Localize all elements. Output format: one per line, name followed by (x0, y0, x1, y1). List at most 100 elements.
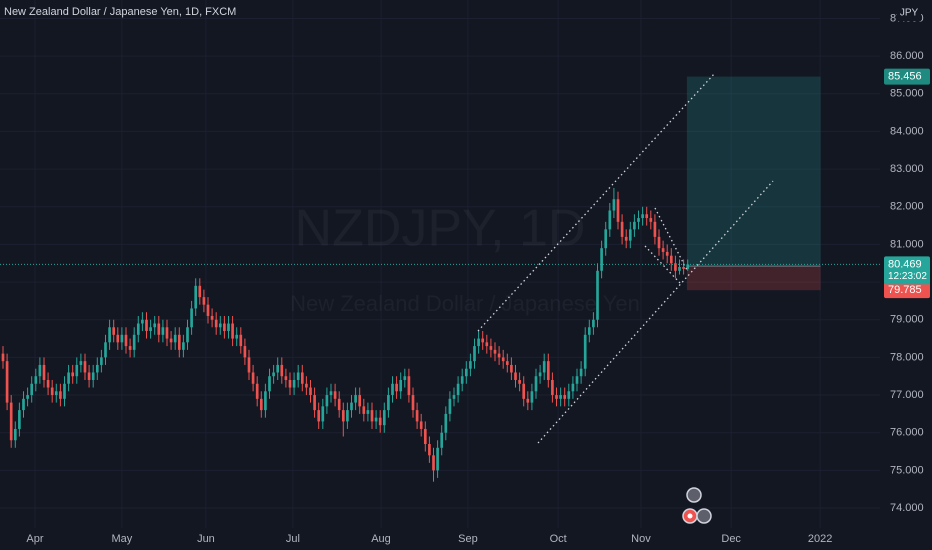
candle-body (309, 387, 312, 396)
candle-body (571, 383, 575, 392)
candle-body (477, 338, 480, 347)
candle-body (350, 402, 353, 411)
x-tick-label: Jul (286, 533, 300, 545)
candle-body (395, 383, 398, 392)
candle-body (358, 395, 362, 407)
candle-body (469, 361, 472, 369)
y-tick-label: 79.000 (890, 314, 924, 326)
candle-body (13, 428, 17, 441)
candle-body (247, 357, 251, 373)
candle-body (136, 323, 140, 335)
x-tick-label: Dec (721, 533, 741, 545)
event-icon[interactable] (686, 487, 702, 503)
event-icon[interactable] (696, 508, 712, 524)
candle-body (485, 342, 489, 347)
candle-body (124, 334, 128, 347)
y-tick-label: 74.000 (890, 502, 924, 514)
candle-body (9, 402, 13, 441)
candle-body (5, 361, 9, 403)
candle-body (563, 395, 567, 399)
candle-body (608, 210, 612, 230)
candle-body (218, 323, 222, 328)
candle-body (633, 221, 636, 230)
candle-body (403, 376, 407, 380)
candle-body (378, 417, 382, 426)
candle-body (473, 346, 476, 362)
x-tick-label: May (112, 533, 133, 545)
price-tag (884, 282, 930, 299)
candle-body (337, 398, 341, 411)
candle-body (231, 323, 234, 339)
chart-title: New Zealand Dollar / Japanese Yen, 1D, F… (4, 6, 236, 18)
candle-body (141, 319, 144, 324)
candle-body (538, 372, 542, 377)
candle-body (542, 361, 546, 373)
candle-body (387, 395, 390, 411)
candle-body (325, 395, 329, 407)
candle-body (71, 372, 75, 377)
candle-body (276, 364, 280, 373)
candle-body (628, 229, 632, 241)
candle-body (600, 248, 603, 271)
candle-body (42, 364, 46, 380)
candle-body (448, 398, 452, 414)
candle-body (169, 338, 173, 343)
candle-body (481, 338, 485, 343)
candle-body (313, 395, 316, 411)
y-tick-label: 85.000 (890, 88, 924, 100)
y-tick-label: 78.000 (890, 351, 924, 363)
candle-body (452, 395, 456, 399)
candle-body (567, 391, 571, 399)
candle-body (497, 353, 501, 358)
candle-body (620, 221, 624, 237)
candle-body (18, 410, 21, 429)
candle-body (583, 334, 587, 369)
candle-body (30, 383, 34, 396)
candle-body (428, 444, 431, 456)
position-tool (686, 76, 821, 291)
candle-body (399, 379, 403, 392)
candle-body (50, 387, 54, 396)
candle-body (674, 263, 677, 271)
candle-body (227, 323, 230, 332)
candle-body (202, 297, 206, 305)
candle-body (128, 346, 132, 350)
candle-body (665, 251, 669, 256)
candle-body (587, 327, 591, 335)
candle-body (612, 199, 616, 211)
candle-body (116, 334, 120, 343)
candle-body (173, 334, 177, 343)
candle-body (530, 391, 534, 403)
candle-body (456, 383, 460, 396)
candle-body (288, 379, 292, 388)
candle-body (194, 285, 198, 309)
watermark-subtitle: New Zealand Dollar / Japanese Yen (290, 291, 640, 316)
candle-body (341, 410, 345, 422)
candle-body (382, 410, 386, 426)
y-tick-label: 77.000 (890, 389, 924, 401)
candle-body (251, 372, 255, 384)
candle-body (149, 327, 152, 332)
candle-body (87, 372, 91, 380)
currency-badge (897, 5, 921, 21)
candle-body (120, 334, 124, 343)
candle-body (153, 323, 157, 328)
candle-body (669, 255, 673, 264)
candle-body (460, 376, 464, 384)
y-tick-label: 75.000 (890, 464, 924, 476)
target-zone (686, 76, 821, 267)
candle-body (493, 349, 497, 354)
candle-body (300, 372, 304, 384)
candle-body (112, 327, 116, 335)
candle-body (321, 406, 325, 422)
candle-body (354, 395, 357, 403)
candle-body (198, 285, 202, 298)
candle-body (649, 218, 653, 222)
candle-body (59, 391, 62, 399)
candle-body (534, 376, 538, 392)
candle-body (46, 379, 50, 388)
wedge-upper (654, 207, 689, 273)
candle-body (374, 417, 378, 422)
